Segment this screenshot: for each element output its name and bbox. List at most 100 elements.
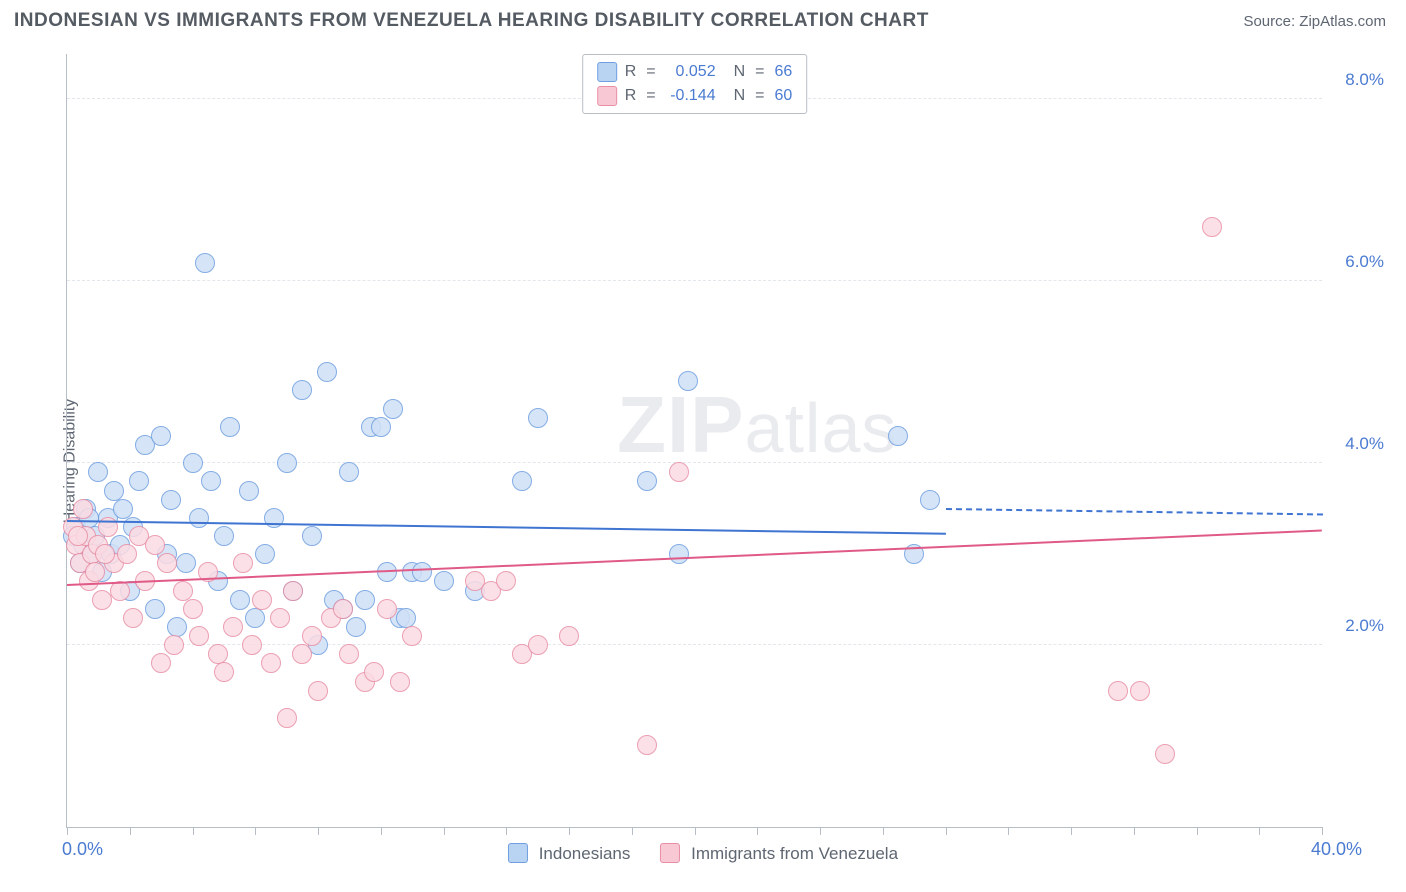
scatter-point — [292, 380, 312, 400]
scatter-point — [195, 253, 215, 273]
x-tick — [381, 827, 382, 835]
scatter-point — [637, 471, 657, 491]
plot-region: ZIPatlas R= 0.052 N= 66 R= -0.144 N= 60 — [66, 54, 1322, 828]
scatter-point — [396, 608, 416, 628]
scatter-point — [92, 590, 112, 610]
x-tick — [318, 827, 319, 835]
y-tick-label: 4.0% — [1345, 434, 1384, 454]
scatter-point — [1155, 744, 1175, 764]
x-tick — [130, 827, 131, 835]
x-tick — [1071, 827, 1072, 835]
scatter-point — [145, 599, 165, 619]
scatter-point — [164, 635, 184, 655]
scatter-point — [339, 644, 359, 664]
scatter-point — [528, 408, 548, 428]
legend-n-0: 66 — [775, 60, 793, 84]
scatter-point — [355, 590, 375, 610]
x-tick — [1259, 827, 1260, 835]
grid-line — [67, 462, 1322, 463]
scatter-point — [669, 544, 689, 564]
scatter-point — [559, 626, 579, 646]
scatter-point — [117, 544, 137, 564]
x-tick — [1008, 827, 1009, 835]
x-tick — [569, 827, 570, 835]
series-legend: Indonesians Immigrants from Venezuela — [508, 843, 898, 864]
x-tick — [444, 827, 445, 835]
y-tick-label: 2.0% — [1345, 616, 1384, 636]
scatter-point — [95, 544, 115, 564]
scatter-point — [245, 608, 265, 628]
scatter-point — [161, 490, 181, 510]
scatter-point — [220, 417, 240, 437]
source-attribution: Source: ZipAtlas.com — [1243, 13, 1386, 30]
x-tick — [255, 827, 256, 835]
scatter-point — [223, 617, 243, 637]
series-label-1: Immigrants from Venezuela — [691, 844, 898, 863]
y-tick-label: 8.0% — [1345, 70, 1384, 90]
scatter-point — [371, 417, 391, 437]
scatter-point — [434, 571, 454, 591]
scatter-point — [302, 526, 322, 546]
scatter-point — [201, 471, 221, 491]
chart-area: Hearing Disability ZIPatlas R= 0.052 N= … — [14, 44, 1392, 878]
scatter-point — [151, 426, 171, 446]
scatter-point — [364, 662, 384, 682]
x-tick — [820, 827, 821, 835]
scatter-point — [283, 581, 303, 601]
series-swatch-0 — [508, 843, 528, 863]
scatter-point — [183, 453, 203, 473]
scatter-point — [242, 635, 262, 655]
scatter-point — [157, 553, 177, 573]
title-bar: INDONESIAN VS IMMIGRANTS FROM VENEZUELA … — [0, 0, 1406, 38]
scatter-point — [383, 399, 403, 419]
scatter-point — [88, 462, 108, 482]
scatter-point — [277, 708, 297, 728]
scatter-point — [176, 553, 196, 573]
scatter-point — [528, 635, 548, 655]
scatter-point — [123, 608, 143, 628]
legend-n-1: 60 — [775, 84, 793, 108]
scatter-point — [1108, 681, 1128, 701]
watermark: ZIPatlas — [617, 379, 897, 471]
scatter-point — [402, 626, 422, 646]
scatter-point — [151, 653, 171, 673]
scatter-point — [669, 462, 689, 482]
watermark-primary: ZIP — [617, 380, 744, 469]
x-tick — [695, 827, 696, 835]
scatter-point — [637, 735, 657, 755]
legend-r-0: 0.052 — [666, 60, 716, 84]
scatter-point — [214, 662, 234, 682]
scatter-point — [189, 508, 209, 528]
scatter-point — [113, 499, 133, 519]
correlation-legend: R= 0.052 N= 66 R= -0.144 N= 60 — [582, 54, 808, 114]
scatter-point — [270, 608, 290, 628]
grid-line — [67, 280, 1322, 281]
scatter-point — [496, 571, 516, 591]
scatter-point — [230, 590, 250, 610]
scatter-point — [333, 599, 353, 619]
series-legend-item-1: Immigrants from Venezuela — [660, 843, 898, 864]
legend-r-1: -0.144 — [666, 84, 716, 108]
legend-row-0: R= 0.052 N= 66 — [597, 60, 793, 84]
x-tick — [506, 827, 507, 835]
scatter-point — [302, 626, 322, 646]
scatter-point — [888, 426, 908, 446]
x-tick — [946, 827, 947, 835]
x-tick — [632, 827, 633, 835]
series-swatch-1 — [660, 843, 680, 863]
scatter-point — [1130, 681, 1150, 701]
scatter-point — [512, 471, 532, 491]
scatter-point — [292, 644, 312, 664]
chart-title: INDONESIAN VS IMMIGRANTS FROM VENEZUELA … — [14, 10, 929, 32]
x-axis-min: 0.0% — [62, 839, 103, 860]
scatter-point — [73, 499, 93, 519]
x-axis-max: 40.0% — [1311, 839, 1362, 860]
legend-swatch-0 — [597, 62, 617, 82]
legend-swatch-1 — [597, 86, 617, 106]
scatter-point — [317, 362, 337, 382]
x-tick — [1322, 827, 1323, 835]
x-tick — [757, 827, 758, 835]
trend-line — [945, 508, 1322, 515]
scatter-point — [189, 626, 209, 646]
y-tick-label: 6.0% — [1345, 252, 1384, 272]
